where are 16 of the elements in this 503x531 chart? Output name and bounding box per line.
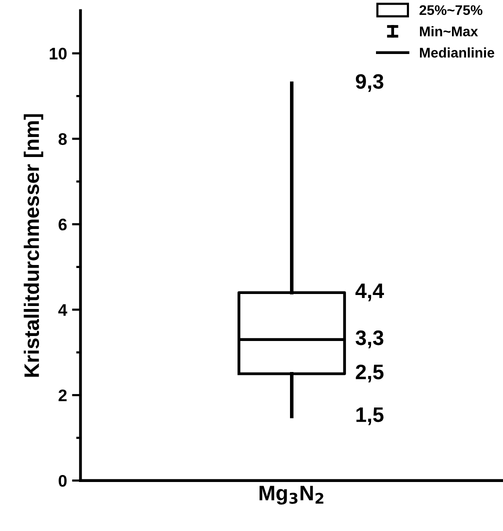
y-tick-label: 10 xyxy=(50,48,67,60)
y-tick-label: 2 xyxy=(58,390,67,402)
y-axis-title: Kristallitdurchmesser [nm] xyxy=(24,114,44,377)
annotation: 4,4 xyxy=(355,284,384,302)
x-tick-label: Mg$_{3}$N$_{2}$ xyxy=(260,486,324,505)
annotation: 1,5 xyxy=(356,408,384,426)
y-tick-label: 8 xyxy=(58,133,67,145)
legend-label: 25%~75% xyxy=(420,5,482,16)
y-tick-label: 0 xyxy=(58,474,67,487)
annotation: 2,5 xyxy=(356,364,384,382)
annotation: 9,3 xyxy=(356,74,384,92)
y-tick-label: 6 xyxy=(58,218,67,230)
annotation: Min~Max xyxy=(420,26,478,36)
annotation: Medianlinie xyxy=(420,47,494,58)
annotation: 3,3 xyxy=(356,330,384,348)
y-tick-label: 4 xyxy=(58,304,68,316)
